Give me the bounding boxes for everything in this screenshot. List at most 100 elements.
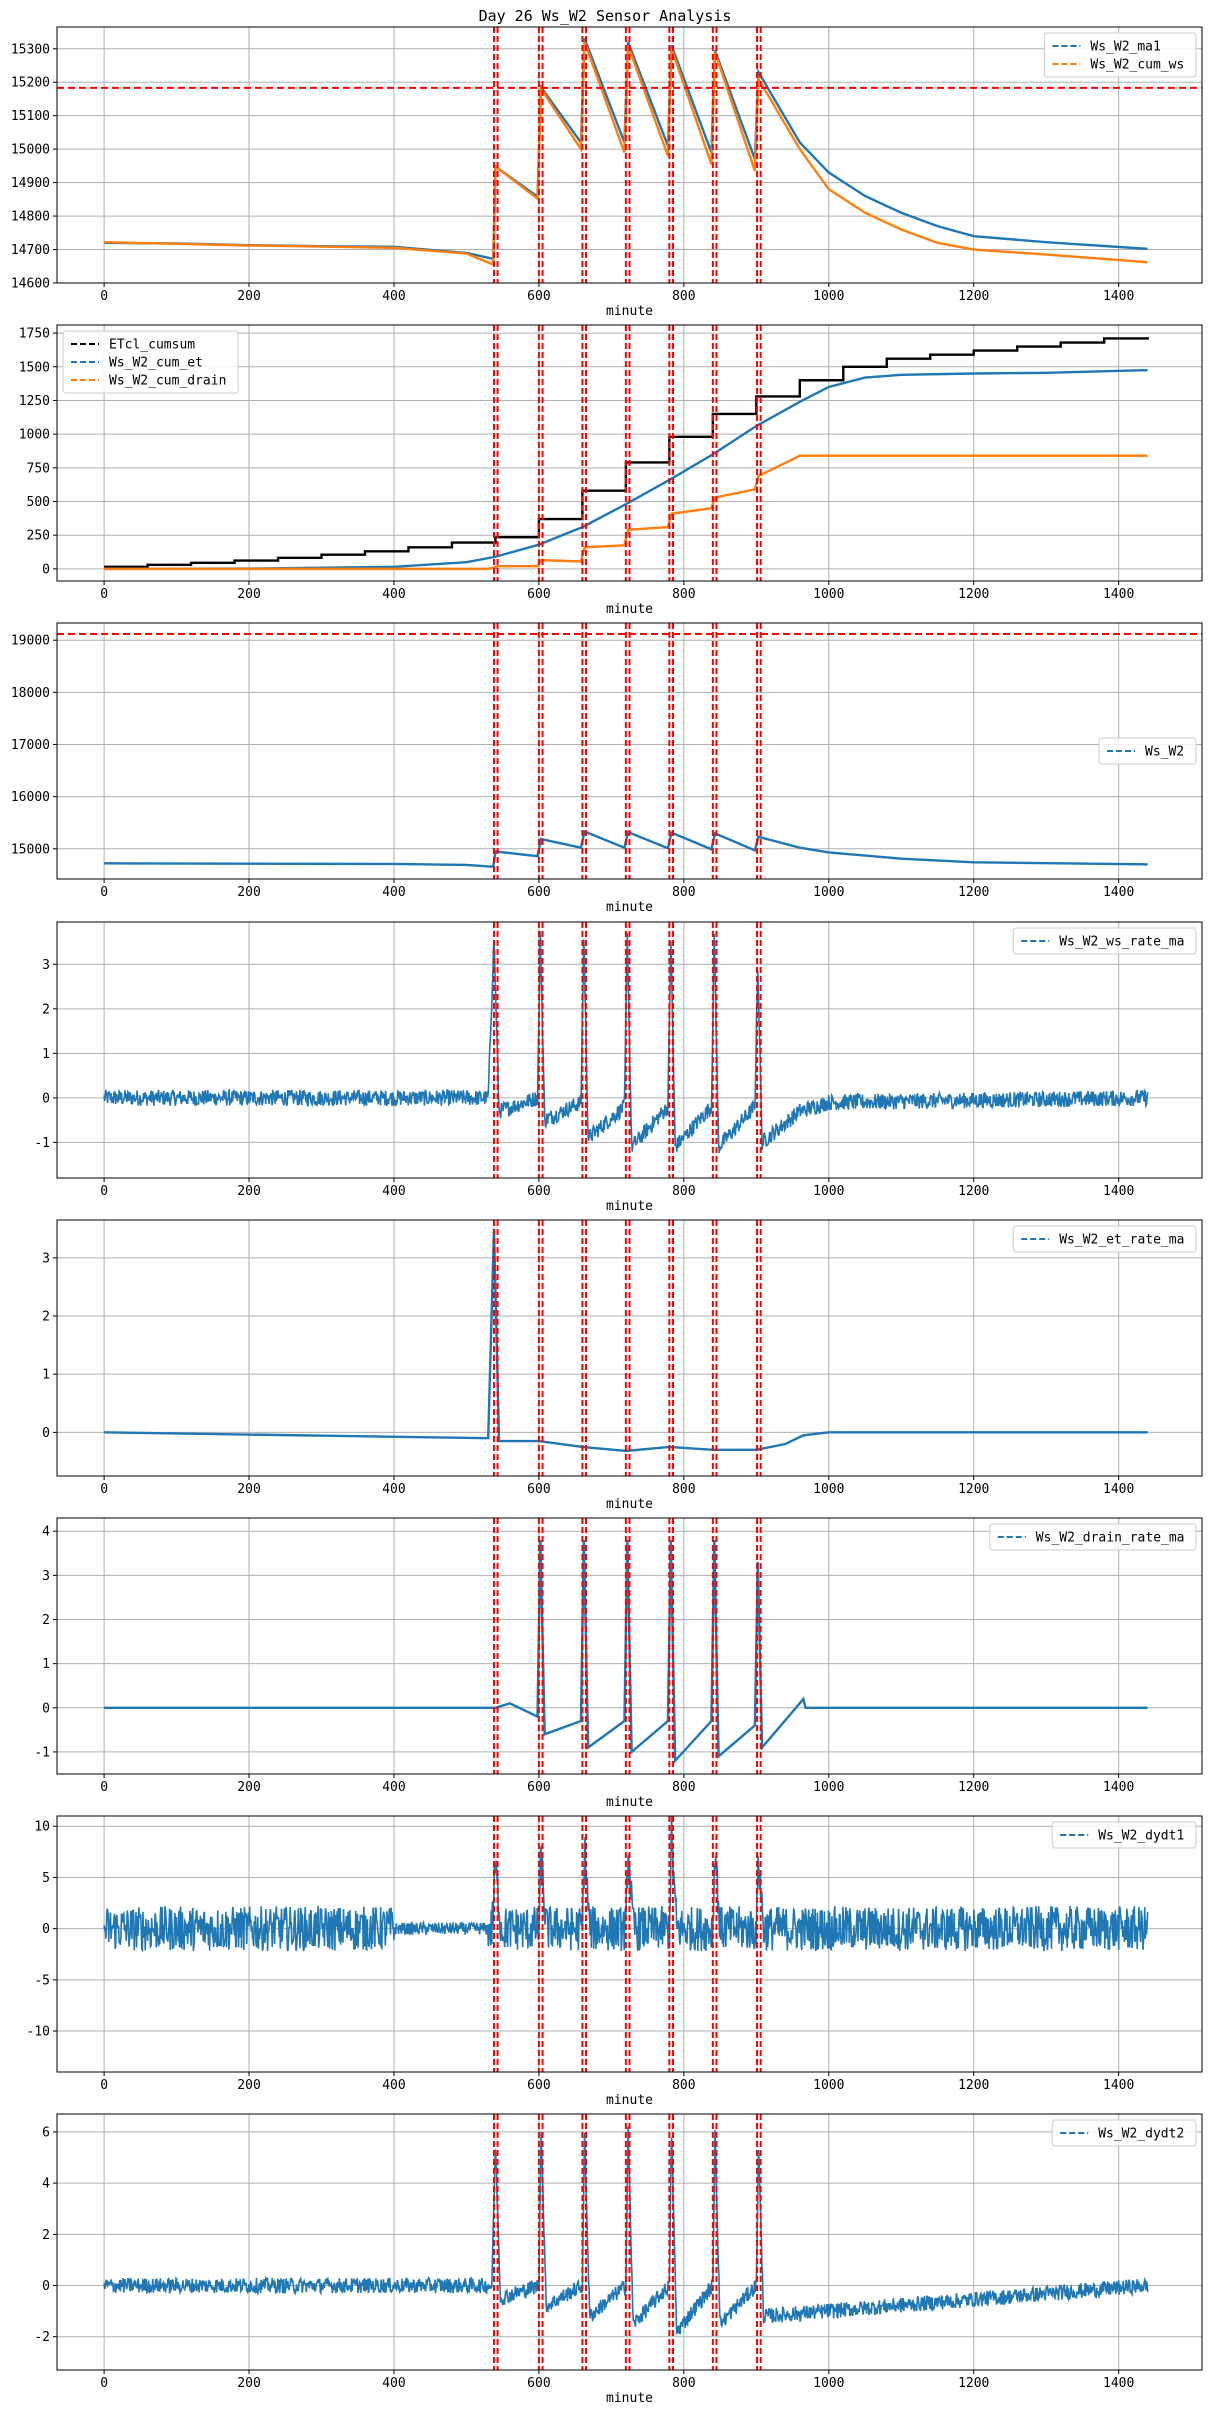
y-tick-label: 0 bbox=[42, 2279, 50, 2294]
x-tick-label: 800 bbox=[672, 587, 695, 602]
y-tick-label: 17000 bbox=[11, 738, 50, 753]
x-tick-label: 600 bbox=[527, 1482, 550, 1497]
x-tick-label: 1000 bbox=[813, 2078, 844, 2093]
x-tick-label: 200 bbox=[237, 289, 260, 304]
x-axis-label: minute bbox=[606, 1795, 653, 1810]
x-tick-label: 1400 bbox=[1103, 2376, 1134, 2391]
x-tick-label: 800 bbox=[672, 2078, 695, 2093]
x-tick-label: 400 bbox=[382, 587, 405, 602]
legend: Ws_W2 bbox=[1098, 737, 1197, 765]
x-tick-label: 1200 bbox=[958, 289, 989, 304]
panel-2: 0 200 400 600 800 1000 1200 1400 0 250 500 750 1000 1… bbox=[19, 324, 1203, 617]
x-tick-label: 0 bbox=[100, 885, 108, 900]
plot-area bbox=[104, 38, 1148, 267]
y-tick-label: 0 bbox=[42, 562, 50, 577]
series-Ws_W2_dydt2 bbox=[103, 2126, 1149, 2336]
series-Ws_W2_cum_et bbox=[104, 368, 1148, 571]
legend-label: Ws_W2_dydt2 bbox=[1098, 2127, 1184, 2142]
legend-label: Ws_W2_cum_ws bbox=[1090, 58, 1184, 73]
panel-3: 0 200 400 600 800 1000 1200 1400 15000 16000 17000… bbox=[11, 622, 1203, 915]
legend-label: Ws_W2_cum_et bbox=[109, 356, 203, 371]
x-tick-label: 0 bbox=[100, 289, 108, 304]
axes-frame bbox=[56, 324, 1203, 582]
y-tick-label: 16000 bbox=[11, 790, 50, 805]
x-tick-label: 1400 bbox=[1103, 289, 1134, 304]
x-tick-label: 600 bbox=[527, 1780, 550, 1795]
x-tick-label: 1000 bbox=[813, 1184, 844, 1199]
y-tick-label: 4 bbox=[42, 1525, 50, 1540]
x-tick-label: 1000 bbox=[813, 1482, 844, 1497]
plot-area bbox=[103, 2126, 1149, 2336]
x-tick-label: 200 bbox=[237, 1780, 260, 1795]
y-tick-label: 15000 bbox=[11, 143, 50, 158]
x-tick-label: 0 bbox=[100, 2376, 108, 2391]
plot-area bbox=[104, 1540, 1148, 1764]
y-tick-label: 2 bbox=[42, 1002, 50, 1017]
y-tick-label: 19000 bbox=[11, 634, 50, 649]
panel-5: 0 200 400 600 800 1000 1200 1400 0 1 2 3 minute Ws_W2… bbox=[42, 1219, 1203, 1512]
y-tick-label: 15300 bbox=[11, 42, 50, 57]
legend: ETcl_cumsum Ws_W2_cum_et Ws_W2_cum_drain bbox=[62, 330, 239, 394]
y-tick-label: 3 bbox=[42, 1569, 50, 1584]
legend-frame bbox=[1012, 1225, 1197, 1253]
y-tick-label: 18000 bbox=[11, 686, 50, 701]
panel-1: 0 200 400 600 800 1000 1200 1400 14600 14700 14800… bbox=[11, 26, 1203, 319]
y-tick-label: 2 bbox=[42, 1613, 50, 1628]
x-tick-label: 1400 bbox=[1103, 587, 1134, 602]
x-tick-label: 800 bbox=[672, 2376, 695, 2391]
legend-frame bbox=[989, 1523, 1197, 1551]
x-tick-label: 1000 bbox=[813, 587, 844, 602]
legend-label: Ws_W2_et_rate_ma bbox=[1059, 1233, 1184, 1248]
x-tick-label: 0 bbox=[100, 1780, 108, 1795]
x-tick-label: 200 bbox=[237, 1184, 260, 1199]
series-Ws_W2_et_rate_ma bbox=[104, 1228, 1148, 1453]
x-tick-label: 1200 bbox=[958, 2078, 989, 2093]
x-tick-label: 0 bbox=[100, 1482, 108, 1497]
plot-area bbox=[104, 1228, 1148, 1453]
x-tick-label: 0 bbox=[100, 1184, 108, 1199]
x-tick-label: 400 bbox=[382, 1184, 405, 1199]
x-tick-label: 1000 bbox=[813, 2376, 844, 2391]
y-tick-label: -10 bbox=[27, 2025, 50, 2040]
legend-label: Ws_W2_ma1 bbox=[1090, 40, 1160, 55]
series-Ws_W2_cum_ws bbox=[104, 41, 1148, 267]
y-tick-label: 14700 bbox=[11, 243, 50, 258]
y-tick-label: -2 bbox=[34, 2330, 50, 2345]
panel-4: 0 200 400 600 800 1000 1200 1400 -1 0 1 2 3 minute Ws_… bbox=[34, 921, 1203, 1214]
series-Ws_W2_drain_rate_ma bbox=[104, 1540, 1148, 1764]
y-tick-label: 1 bbox=[42, 1047, 50, 1062]
x-tick-label: 400 bbox=[382, 2376, 405, 2391]
x-tick-label: 1400 bbox=[1103, 1482, 1134, 1497]
x-tick-label: 1000 bbox=[813, 289, 844, 304]
y-tick-label: -1 bbox=[34, 1745, 50, 1760]
x-axis-label: minute bbox=[606, 2093, 653, 2108]
legend-frame bbox=[1098, 737, 1197, 765]
legend-label: Ws_W2_ws_rate_ma bbox=[1059, 935, 1184, 950]
y-tick-label: 14600 bbox=[11, 277, 50, 292]
y-tick-label: 1 bbox=[42, 1368, 50, 1383]
x-tick-label: 600 bbox=[527, 885, 550, 900]
legend: Ws_W2_et_rate_ma bbox=[1012, 1225, 1197, 1253]
y-tick-label: 0 bbox=[42, 1701, 50, 1716]
x-tick-label: 0 bbox=[100, 587, 108, 602]
x-tick-label: 200 bbox=[237, 1482, 260, 1497]
y-tick-label: 1 bbox=[42, 1657, 50, 1672]
y-tick-label: 15200 bbox=[11, 76, 50, 91]
y-tick-label: 6 bbox=[42, 2125, 50, 2140]
series-Ws_W2_cum_drain bbox=[104, 454, 1148, 571]
y-tick-label: 750 bbox=[27, 461, 50, 476]
x-axis-label: minute bbox=[606, 1199, 653, 1214]
x-tick-label: 800 bbox=[672, 1780, 695, 1795]
x-tick-label: 600 bbox=[527, 2376, 550, 2391]
y-tick-label: 3 bbox=[42, 958, 50, 973]
legend-label: Ws_W2 bbox=[1145, 745, 1184, 760]
legend: Ws_W2_ws_rate_ma bbox=[1012, 927, 1197, 955]
x-tick-label: 400 bbox=[382, 1482, 405, 1497]
x-tick-label: 1200 bbox=[958, 2376, 989, 2391]
x-tick-label: 200 bbox=[237, 885, 260, 900]
x-tick-label: 200 bbox=[237, 2376, 260, 2391]
legend: Ws_W2_ma1 Ws_W2_cum_ws bbox=[1043, 32, 1197, 78]
x-tick-label: 400 bbox=[382, 2078, 405, 2093]
legend-label: Ws_W2_dydt1 bbox=[1098, 1829, 1184, 1844]
axes-frame bbox=[56, 1517, 1203, 1775]
